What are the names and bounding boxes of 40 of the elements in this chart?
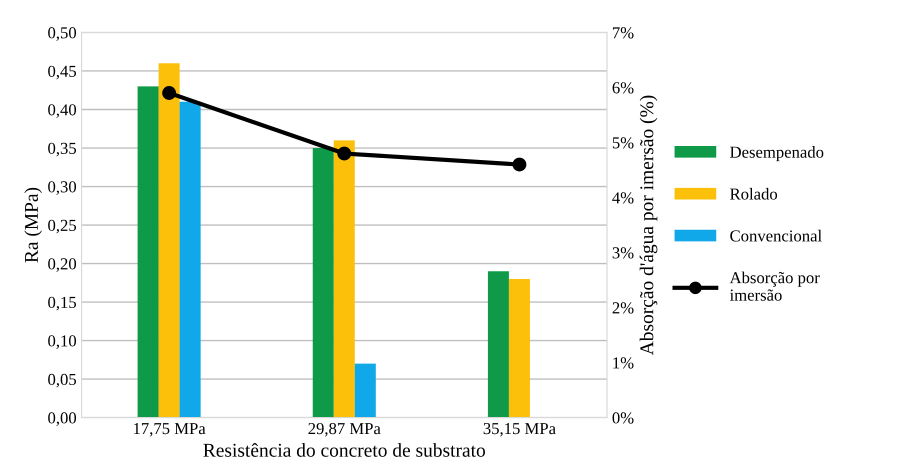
bar (180, 102, 201, 418)
x-axis-title: Resistência do concreto de substrato (203, 443, 486, 457)
y-tick-label: 0,35 (48, 142, 76, 156)
y-tick-label: 0,50 (48, 27, 76, 41)
bar (312, 148, 334, 418)
x-tick-label: 35,15 MPa (484, 422, 556, 437)
bar (354, 364, 376, 418)
y2-tick-label: 1% (613, 357, 634, 369)
bar (334, 140, 355, 418)
point (337, 146, 352, 160)
bar (508, 278, 530, 418)
legend-label: Rolado (730, 188, 778, 200)
y2-tick-label: 7% (612, 27, 634, 38)
y-tick-label: 0,45 (48, 66, 76, 80)
y-tick-label: 0,10 (48, 335, 76, 349)
y-tick-label: 0,05 (48, 374, 76, 388)
y2-axis-title: Absorção d'água por imersão (%) (640, 96, 658, 356)
point (512, 158, 526, 172)
y-tick-label: 0,40 (48, 104, 76, 118)
x-tick-label: 17,75 MPa (134, 423, 206, 437)
y-tick-label: 0,30 (48, 181, 76, 195)
y2-tick-label: 4% (612, 192, 634, 204)
legend-label: Desempenado (730, 146, 824, 162)
point (162, 86, 176, 100)
y2-tick-label: 3% (612, 247, 634, 259)
y2-tick-label: 6% (612, 82, 634, 94)
legend-label: Absorção por imersão (730, 272, 820, 301)
bar (158, 63, 180, 418)
bar (138, 86, 159, 418)
y2-tick-label: 5% (612, 137, 634, 149)
y2-tick-label: 2% (612, 302, 634, 314)
y-tick-label: 0,15 (48, 296, 76, 310)
y-axis-title: Ra (MPa) (24, 188, 42, 263)
y2-tick-label: 0% (612, 412, 634, 424)
bar (488, 271, 509, 418)
y-tick-label: 0,25 (48, 220, 76, 234)
x-tick-label: 29,87 MPa (308, 422, 381, 437)
y-tick-label: 0,20 (48, 258, 76, 272)
y-tick-label: 0,00 (48, 412, 76, 426)
legend-label: Convencional (730, 230, 822, 242)
